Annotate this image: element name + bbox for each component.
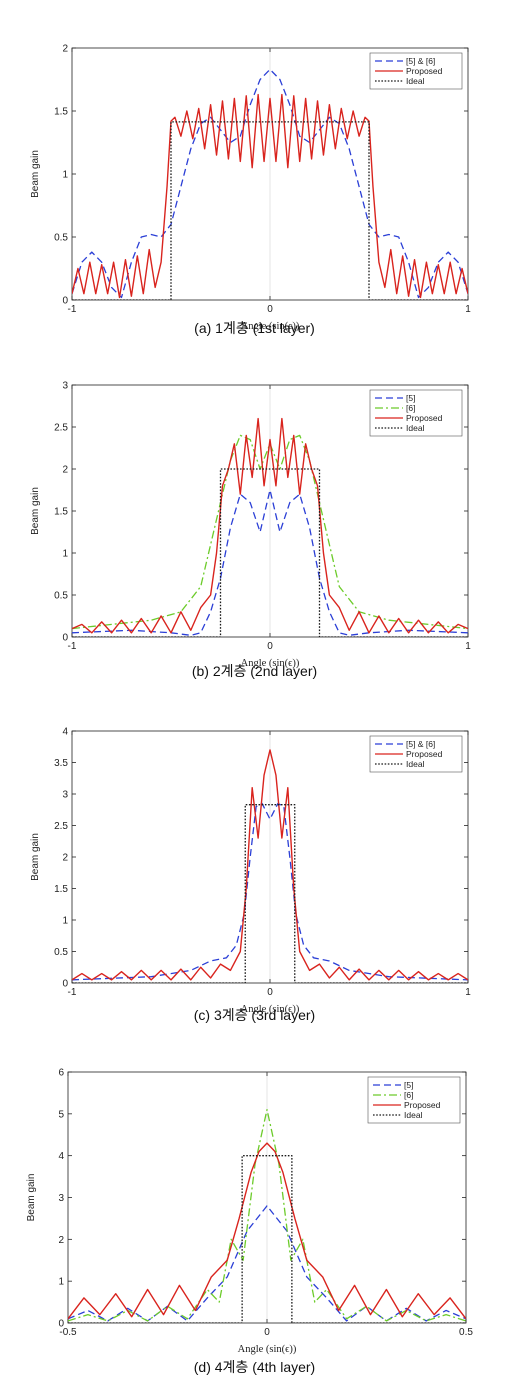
legend-label-0: [5] & [6] bbox=[406, 56, 435, 66]
chart-caption-3: (c) 3계층 (3rd layer) bbox=[193, 1007, 316, 1023]
legend-label-1: Proposed bbox=[406, 749, 443, 759]
series-group bbox=[72, 749, 468, 983]
x-tick-label: -1 bbox=[68, 641, 77, 652]
chart-panel-1: 0 0.5 1 1.5 2 -1 0 1 Beam gain Angle (sin(ϵ)) [5] … bbox=[0, 0, 509, 345]
chart-panel-4: 0 1 2 3 4 5 6 -0.5 0 0.5 Beam gain Angle (sin(ϵ)) [5… bbox=[0, 1035, 509, 1384]
x-tick-label: -1 bbox=[68, 987, 77, 998]
y-tick-label: 0 bbox=[62, 979, 68, 990]
x-tick-label: 0 bbox=[267, 987, 273, 998]
y-tick-label: 0.5 bbox=[54, 591, 68, 602]
legend-label-2: Ideal bbox=[406, 759, 425, 769]
series-line-2 bbox=[68, 1142, 466, 1320]
chart-caption-1: (a) 1계층 (1st layer) bbox=[194, 320, 315, 336]
legend-label-0: [5] & [6] bbox=[406, 739, 435, 749]
x-tick-label: 1 bbox=[465, 304, 471, 315]
y-axis-label: Beam gain bbox=[30, 833, 41, 881]
y-tick-label: 3 bbox=[62, 790, 68, 801]
legend-label-1: [6] bbox=[406, 403, 415, 413]
y-tick-label: 0 bbox=[58, 1319, 64, 1330]
y-tick-label: 2 bbox=[62, 853, 68, 864]
x-tick-label: 0 bbox=[267, 304, 273, 315]
legend-label-0: [5] bbox=[404, 1080, 413, 1090]
y-tick-label: 2 bbox=[62, 44, 68, 55]
series-line-3 bbox=[72, 468, 468, 637]
y-tick-label: 0.5 bbox=[54, 233, 68, 244]
legend-label-3: Ideal bbox=[406, 423, 425, 433]
x-tick-label: -1 bbox=[68, 304, 77, 315]
y-tick-label: 1 bbox=[62, 549, 68, 560]
x-tick-label: 1 bbox=[465, 641, 471, 652]
legend-box bbox=[369, 735, 463, 773]
y-tick-label: 4 bbox=[62, 727, 68, 738]
series-group bbox=[68, 1109, 466, 1323]
x-tick-label: 1 bbox=[465, 987, 471, 998]
legend-label-1: Proposed bbox=[406, 66, 443, 76]
legend-label-2: Ideal bbox=[406, 76, 425, 86]
y-tick-label: 2 bbox=[58, 1235, 64, 1246]
legend-label-2: Proposed bbox=[404, 1100, 441, 1110]
y-axis-label: Beam gain bbox=[30, 150, 41, 198]
legend-label-1: [6] bbox=[404, 1090, 413, 1100]
x-axis-label: Angle (sin(ϵ)) bbox=[241, 658, 300, 669]
y-tick-label: 0 bbox=[62, 633, 68, 644]
series-line-1 bbox=[72, 93, 468, 299]
y-tick-label: 4 bbox=[58, 1151, 64, 1162]
y-tick-label: 1.5 bbox=[54, 884, 68, 895]
y-tick-label: 1.5 bbox=[54, 507, 68, 518]
x-tick-label: 0 bbox=[264, 1327, 270, 1338]
series-line-0 bbox=[72, 68, 468, 299]
y-tick-label: 2 bbox=[62, 465, 68, 476]
y-tick-label: 3 bbox=[62, 381, 68, 392]
x-tick-label: 0 bbox=[267, 641, 273, 652]
y-axis-label: Beam gain bbox=[26, 1174, 37, 1222]
y-tick-label: 0.5 bbox=[54, 947, 68, 958]
series-line-3 bbox=[68, 1155, 466, 1323]
series-line-1 bbox=[72, 749, 468, 981]
series-line-1 bbox=[68, 1109, 466, 1322]
legend-label-0: [5] bbox=[406, 393, 415, 403]
chart-panel-2: 0 0.5 1 1.5 2 2.5 3 -1 0 1 Beam gain Angle (sin(ϵ))… bbox=[0, 345, 509, 690]
series-line-0 bbox=[72, 802, 468, 981]
y-tick-label: 1 bbox=[62, 916, 68, 927]
series-line-1 bbox=[72, 434, 468, 630]
legend-label-2: Proposed bbox=[406, 413, 443, 423]
chart-panel-3: 0 0.5 1 1.5 2 2.5 3 3.5 4 -1 0 1 Beam gain Angle (sin… bbox=[0, 690, 509, 1035]
series-group bbox=[72, 68, 468, 300]
series-line-2 bbox=[72, 417, 468, 634]
x-tick-label: 0.5 bbox=[459, 1327, 473, 1338]
chart-caption-2: (b) 2계층 (2nd layer) bbox=[191, 663, 318, 679]
x-axis-label: Angle (sin(ϵ)) bbox=[238, 1344, 297, 1355]
y-tick-label: 1 bbox=[58, 1277, 64, 1288]
series-line-0 bbox=[72, 489, 468, 636]
chart-caption-4: (d) 4계층 (4th layer) bbox=[193, 1359, 316, 1375]
y-tick-label: 1 bbox=[62, 170, 68, 181]
y-tick-label: 2.5 bbox=[54, 423, 68, 434]
x-tick-label: -0.5 bbox=[59, 1327, 77, 1338]
y-tick-label: 1.5 bbox=[54, 107, 68, 118]
legend-label-3: Ideal bbox=[404, 1110, 423, 1120]
y-tick-label: 3 bbox=[58, 1193, 64, 1204]
y-tick-label: 3.5 bbox=[54, 758, 68, 769]
y-tick-label: 0 bbox=[62, 296, 68, 307]
x-axis-label: Angle (sin(ϵ)) bbox=[241, 321, 300, 332]
y-tick-label: 2.5 bbox=[54, 821, 68, 832]
y-tick-label: 6 bbox=[58, 1068, 64, 1079]
y-axis-label: Beam gain bbox=[30, 487, 41, 535]
series-group bbox=[72, 417, 468, 637]
x-axis-label: Angle (sin(ϵ)) bbox=[241, 1004, 300, 1015]
y-tick-label: 5 bbox=[58, 1109, 64, 1120]
